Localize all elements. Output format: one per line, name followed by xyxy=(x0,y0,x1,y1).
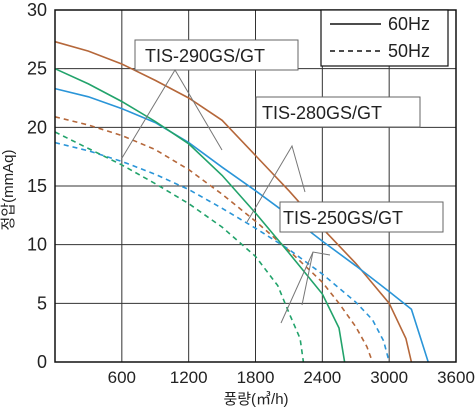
x-tick-label-1: 1200 xyxy=(170,368,208,387)
y-tick-label-4: 20 xyxy=(27,117,47,137)
callout-box-tis-250 xyxy=(279,201,444,233)
callout-label-tis-280: TIS-280GS/GT xyxy=(262,103,382,123)
curve-tis-280gs-gt60hz xyxy=(54,87,429,363)
y-tick-label-2: 10 xyxy=(27,235,47,255)
y-tick-label-0: 0 xyxy=(37,352,47,372)
curve-tis-250gs-gt50hz xyxy=(54,131,305,363)
legend-label-50hz: 50Hz xyxy=(388,41,430,61)
callout-tis-290: TIS-290GS/GT xyxy=(121,39,299,159)
curve-tis-290gs-gt60hz xyxy=(54,40,413,363)
curves xyxy=(54,40,429,363)
legend: 60Hz 50Hz xyxy=(320,9,449,67)
x-tick-label-4: 3000 xyxy=(370,368,408,387)
x-axis-title: 풍량(㎥/h) xyxy=(223,391,288,408)
x-tick-label-2: 1800 xyxy=(237,368,275,387)
y-tick-label-5: 25 xyxy=(27,59,47,79)
callout-tis-250: TIS-250GS/GT xyxy=(279,201,444,324)
callout-label-tis-250: TIS-250GS/GT xyxy=(283,208,403,228)
curve-tis-250gs-gt60hz xyxy=(54,67,346,363)
legend-label-60hz: 60Hz xyxy=(388,14,430,34)
callout-box-tis-290 xyxy=(134,39,299,71)
curve-tis-280gs-gt50hz xyxy=(54,141,390,363)
y-tick-label-6: 30 xyxy=(27,0,47,20)
x-tick-label-3: 2400 xyxy=(303,368,341,387)
callout-leader-tis-280 xyxy=(246,144,306,223)
callout-tis-280: TIS-280GS/GT xyxy=(246,96,421,223)
model-callouts: TIS-290GS/GT TIS-280GS/GT TIS-250GS/GT xyxy=(121,39,444,324)
callout-label-tis-290: TIS-290GS/GT xyxy=(145,46,265,66)
x-tick-label-5: 3600 xyxy=(437,368,475,387)
curve-tis-290gs-gt50hz xyxy=(54,116,374,363)
plot-frame xyxy=(54,9,457,363)
x-tick-labels: 600 1200 1800 2400 3000 3600 xyxy=(108,368,475,387)
y-tick-label-3: 15 xyxy=(27,176,47,196)
y-axis-title: 정압(mmAq) xyxy=(0,150,17,231)
y-tick-label-1: 5 xyxy=(37,293,47,313)
callout-box-tis-280 xyxy=(255,96,421,128)
callout-leader-tis-250-b xyxy=(301,251,314,306)
legend-box xyxy=(320,9,449,67)
y-tick-labels: 0 5 10 15 20 25 30 xyxy=(27,0,47,372)
x-tick-label-0: 600 xyxy=(108,368,136,387)
callout-leader-tis-290 xyxy=(121,69,223,159)
